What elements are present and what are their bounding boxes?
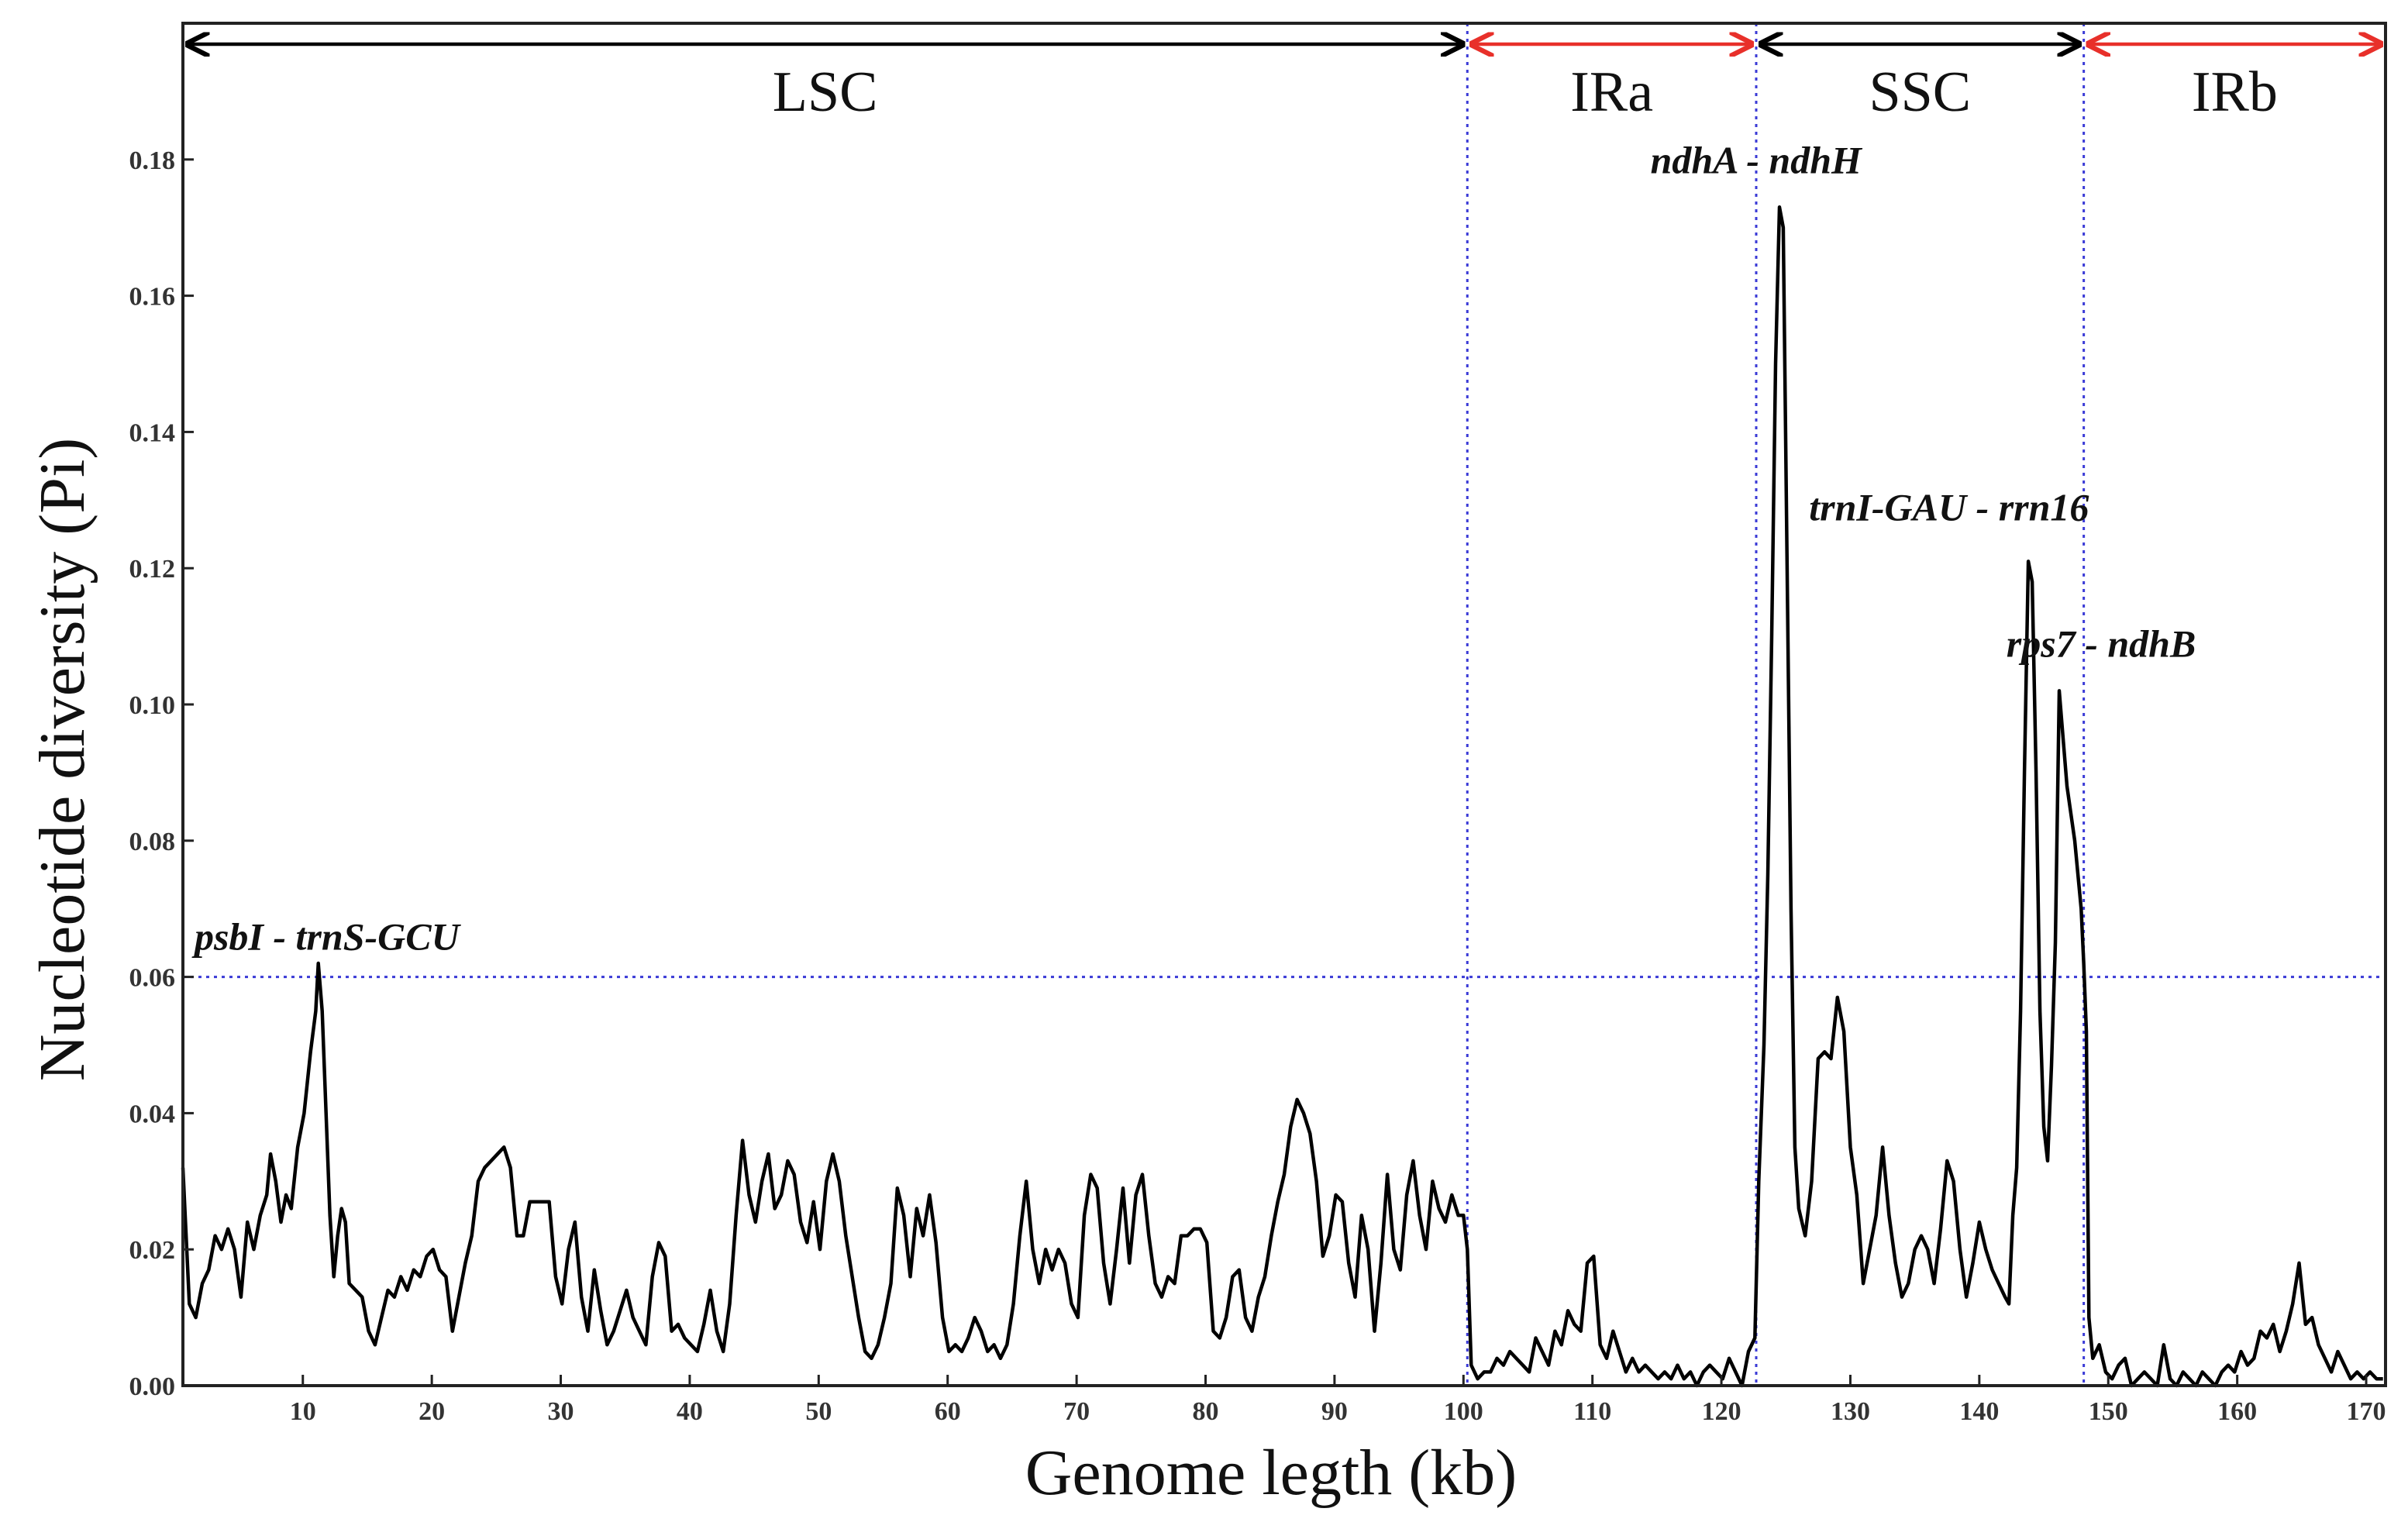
peak-annotation: rps7 - ndhB [2007, 622, 2196, 665]
series-line-0 [181, 205, 2383, 1388]
peak-annotation: ndhA - ndhH [1651, 138, 1863, 181]
y-tick-label: 0.18 [129, 146, 176, 175]
x-tick-label: 170 [2347, 1397, 2386, 1426]
x-tick-label: 50 [805, 1397, 832, 1426]
y-tick-label: 0.14 [129, 418, 176, 447]
plot-frame [181, 22, 2387, 1387]
region-label-ssc: SSC [1869, 60, 1971, 124]
y-tick-label: 0.16 [129, 283, 176, 312]
peak-annotation: psbI - trnS-GCU [191, 914, 462, 958]
x-tick-label: 30 [548, 1397, 574, 1426]
region-label-ira: IRa [1570, 60, 1653, 124]
guide-lines [183, 23, 2386, 1386]
y-tick-label: 0.04 [129, 1100, 176, 1128]
text-labels: psbI - trnS-GCU ndhA - ndhH trnI-GAU - rrn… [191, 138, 2196, 958]
y-tick-label: 0.10 [129, 691, 176, 720]
region-label-lsc: LSC [773, 60, 878, 124]
x-tick-label: 100 [1444, 1397, 1483, 1426]
x-tick-label: 120 [1702, 1397, 1741, 1426]
y-tick-label: 0.00 [129, 1372, 176, 1401]
y-tick-label: 0.12 [129, 555, 176, 584]
y-tick-label: 0.08 [129, 828, 176, 856]
region-bar: LSC IRa SSC IRb [188, 44, 2381, 124]
x-tick-label: 60 [935, 1397, 961, 1426]
x-tick-label: 40 [677, 1397, 703, 1426]
x-tick-label: 150 [2089, 1397, 2128, 1426]
peak-annotation: trnI-GAU - rrn16 [1809, 486, 2089, 529]
data-series [181, 205, 2383, 1388]
x-tick-label: 130 [1831, 1397, 1870, 1426]
y-tick-label: 0.02 [129, 1236, 176, 1265]
x-tick-label: 70 [1063, 1397, 1090, 1426]
x-tick-label: 20 [419, 1397, 445, 1426]
axes: 0.00 0.02 0.04 0.06 0.08 0.10 0.12 0.14 0.16 0.18… [26, 146, 2386, 1509]
x-axis-title: Genome legth (kb) [1025, 1437, 1517, 1509]
x-tick-label: 90 [1321, 1397, 1348, 1426]
region-label-irb: IRb [2192, 60, 2278, 124]
x-tick-label: 10 [290, 1397, 316, 1426]
x-tick-label: 160 [2217, 1397, 2257, 1426]
x-tick-label: 110 [1573, 1397, 1611, 1426]
y-tick-label: 0.06 [129, 964, 176, 993]
x-tick-label: 140 [1959, 1397, 1999, 1426]
x-tick-label: 80 [1193, 1397, 1219, 1426]
y-axis-title: Nucleotide diversity (Pi) [26, 438, 98, 1081]
